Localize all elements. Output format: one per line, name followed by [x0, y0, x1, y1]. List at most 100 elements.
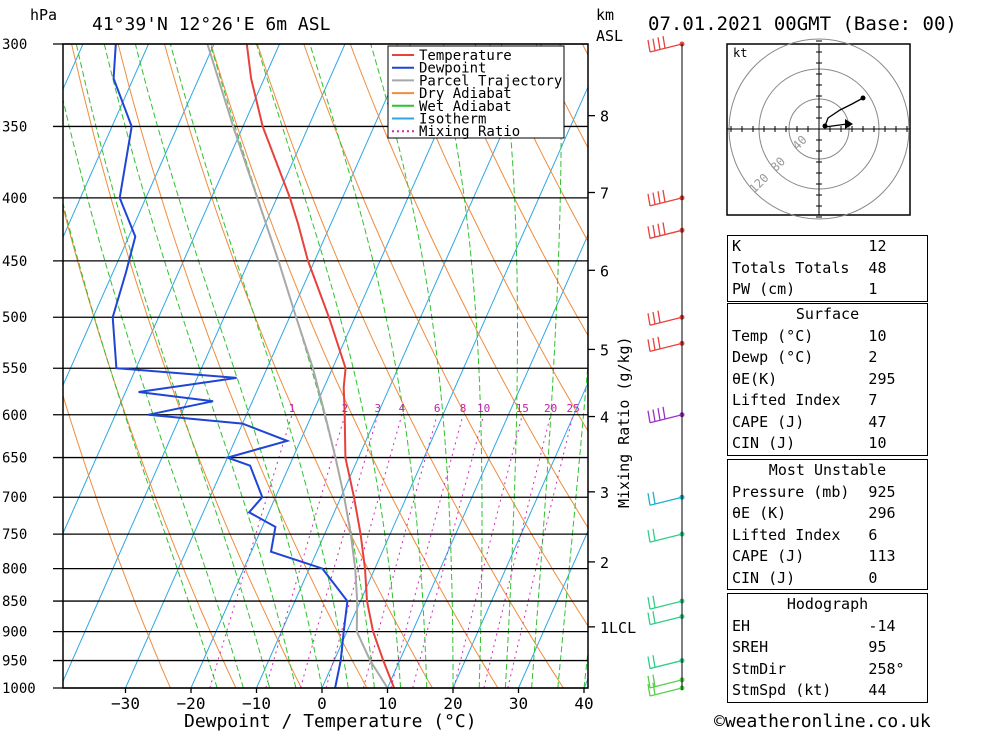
pressure-tick-label: 750: [2, 527, 27, 543]
index-row: K 12: [732, 237, 887, 255]
legend-label: Mixing Ratio: [419, 124, 520, 140]
wind-barb-feather: [647, 493, 651, 506]
index-row: Temp (°C) 10: [732, 326, 887, 345]
pressure-tick-label: 700: [2, 490, 27, 506]
height-tick-label: 6: [600, 262, 609, 280]
wet-adiabat-line: [256, 44, 402, 688]
pressure-tick-label: 500: [2, 310, 27, 326]
isotherm-line: [190, 44, 477, 688]
indices-hodograph: Hodograph EH -14 SREH 95 StmDir 258° StmSpd…: [727, 593, 928, 703]
dry-adiabat-line: [954, 44, 1000, 688]
height-axis: 8 7 6 5 4 3 2 1LCL: [588, 108, 636, 637]
height-tick-label: 5: [600, 341, 609, 359]
wind-barb-shaft: [649, 687, 683, 697]
wet-adiabat-line: [436, 44, 483, 688]
isotherm-line: [321, 85, 588, 688]
wind-barb-shaft: [649, 659, 683, 670]
wet-adiabat-line: [63, 97, 244, 688]
wind-barb-shaft: [649, 229, 683, 239]
surface-title: Surface: [795, 305, 860, 323]
wind-barb-feather: [652, 682, 656, 695]
hodograph-trace: [824, 97, 864, 127]
wet-adiabat-line: [309, 44, 428, 688]
isotherm-line: [63, 44, 346, 683]
legend-label: Temperature: [419, 48, 512, 64]
mixing-ratio-line: [209, 414, 293, 688]
mixing-ratio-value-label: 10: [477, 402, 490, 415]
date-title: 07.01.2021 00GMT (Base: 00): [648, 13, 957, 35]
wet-adiabat-line: [209, 44, 375, 688]
mixing-ratio-value-label: 3: [374, 402, 381, 415]
isobar-lines: [53, 43, 588, 689]
index-row: SREH 95: [732, 638, 887, 656]
wind-barb-feather: [652, 224, 656, 238]
index-row: Lifted Index 6: [732, 525, 878, 544]
height-tick-label: 4: [600, 409, 609, 427]
wind-barb-feather: [647, 313, 651, 326]
index-row: CAPE (J) 113: [732, 547, 896, 565]
most-unstable-title: Most Unstable: [768, 461, 887, 479]
pressure-tick-label: 450: [2, 254, 27, 270]
mixing-ratio-value-label: 2: [342, 402, 349, 415]
height-unit: km: [596, 6, 614, 24]
wind-barb-shaft: [649, 316, 683, 326]
pressure-tick-label: 650: [2, 451, 27, 467]
height-tick-label: 7: [600, 185, 609, 203]
legend-label: Isotherm: [419, 112, 486, 128]
wind-barb-shaft: [649, 43, 683, 53]
mixing-ratio-value-label: 15: [516, 402, 529, 415]
isotherm-line: [387, 233, 588, 688]
wind-barb-feather: [657, 37, 661, 50]
mixing-ratio-line: [265, 414, 346, 688]
wind-barb-feather: [647, 410, 651, 423]
index-row: PW (cm) 1: [732, 280, 878, 298]
wind-barb-feather: [652, 491, 656, 505]
wind-barb-feather: [657, 191, 661, 204]
wind-barb-shaft: [649, 533, 683, 543]
wind-barb-feather: [647, 675, 651, 689]
mixing-ratio-value-label: 1: [289, 402, 296, 415]
wind-barb-feather: [652, 611, 656, 624]
dry-adiabat-line: [396, 44, 588, 433]
wind-barb-feather: [657, 336, 661, 349]
wind-barb-feather: [652, 337, 656, 351]
wind-barb-feather: [652, 192, 656, 205]
wet-adiabat-line: [557, 359, 588, 688]
wet-adiabat-line: [531, 44, 562, 688]
location-title: 41°39'N 12°26'E 6m ASL: [92, 14, 331, 35]
isotherm-line: [452, 381, 588, 688]
isotherm-line: [256, 44, 542, 688]
isotherm-line: [125, 44, 411, 688]
x-axis-label: Dewpoint / Temperature (°C): [184, 711, 477, 732]
index-row: Lifted Index 7: [732, 391, 878, 409]
temperature-tick-label: −20: [177, 694, 206, 713]
wind-barb-feather: [652, 409, 656, 422]
series-dewpoint-line: [111, 44, 349, 688]
storm-motion-arrow: [824, 123, 848, 128]
indices-top: K 12 Totals Totals 48 PW (cm) 1: [727, 235, 928, 302]
hodograph-start-dot: [822, 123, 828, 129]
pressure-tick-label: 350: [2, 119, 27, 135]
height-tick-label: 8: [600, 108, 609, 126]
wind-barb-feather: [647, 656, 651, 669]
dry-adiabat-line: [164, 44, 433, 688]
credit-text: ©weatheronline.co.uk: [714, 711, 931, 732]
temperature-axis: −30 −20 −10 0 10 20 30 40: [111, 688, 594, 713]
pressure-tick-label: 850: [2, 594, 27, 610]
pressure-tick-label: 300: [2, 37, 27, 53]
wind-barb-feather: [657, 408, 661, 421]
index-row: StmSpd (kt) 44: [732, 681, 887, 699]
height-tick-label: 1LCL: [600, 619, 636, 637]
pressure-tick-label: 550: [2, 361, 27, 377]
legend-label: Dry Adiabat: [419, 86, 512, 102]
wind-barb-shaft: [649, 600, 683, 610]
pressure-unit: hPa: [30, 6, 57, 24]
wind-barb-shaft: [649, 414, 683, 424]
temperature-tick-label: 0: [317, 694, 327, 713]
wind-barb-feather: [647, 612, 651, 625]
wind-barb-feather: [662, 35, 666, 49]
mixing-ratio-axis-label: Mixing Ratio (g/kg): [615, 336, 633, 508]
mixing-ratio-value-label: 20: [544, 402, 557, 415]
